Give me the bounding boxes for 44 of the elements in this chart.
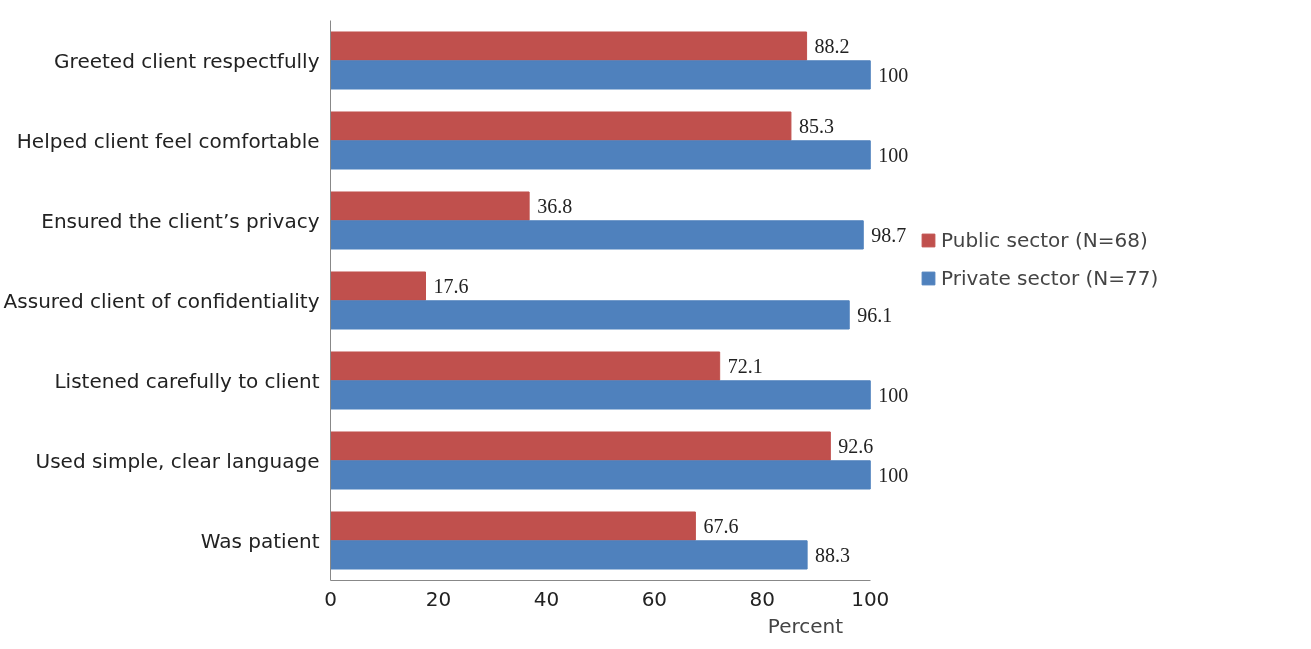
y-tick-label: Used simple, clear language [35,448,320,473]
data-label: 100 [878,463,909,486]
data-label: 88.2 [814,35,850,58]
x-tick-label: 20 [425,586,452,611]
y-tick-label: Greeted client respectfully [54,48,320,73]
bar [330,60,871,90]
bar [330,431,831,461]
bar [330,380,871,410]
x-tick-label: 40 [533,586,560,611]
x-tick-label: 100 [851,586,890,611]
data-label: 100 [878,63,909,86]
data-label: 72.1 [727,355,763,378]
data-label: 92.6 [838,435,874,458]
bar [330,540,808,570]
x-tick-label: 60 [641,586,668,611]
y-tick-label: Helped client feel comfortable [16,128,320,153]
bar [330,271,426,301]
data-label: 85.3 [798,115,834,138]
x-axis-title: Percent [767,613,844,638]
y-tick-label: Listened carefully to client [54,368,320,393]
data-label: 67.6 [703,515,739,538]
data-label: 88.3 [815,543,851,566]
data-label: 100 [878,383,909,406]
bar [330,300,850,330]
x-tick-label: 80 [749,586,776,611]
legend-label: Public sector (N=68) [941,228,1148,252]
bar [330,111,792,141]
y-tick-label: Assured client of confidentiality [3,288,320,313]
bar [330,351,721,381]
bar [330,220,864,250]
bar [330,191,530,221]
data-label: 100 [878,143,909,166]
legend-label: Private sector (N=77) [941,266,1159,290]
data-label: 98.7 [871,223,907,246]
data-label: 36.8 [537,195,573,218]
y-tick-label: Was patient [200,528,320,553]
y-tick-label: Ensured the client’s privacy [41,208,320,233]
bar [330,31,808,61]
bar [330,140,871,170]
bar [330,511,696,541]
data-label: 96.1 [857,303,893,326]
data-label: 17.6 [433,275,469,298]
bar [330,460,871,490]
x-tick-label: 0 [324,586,337,611]
